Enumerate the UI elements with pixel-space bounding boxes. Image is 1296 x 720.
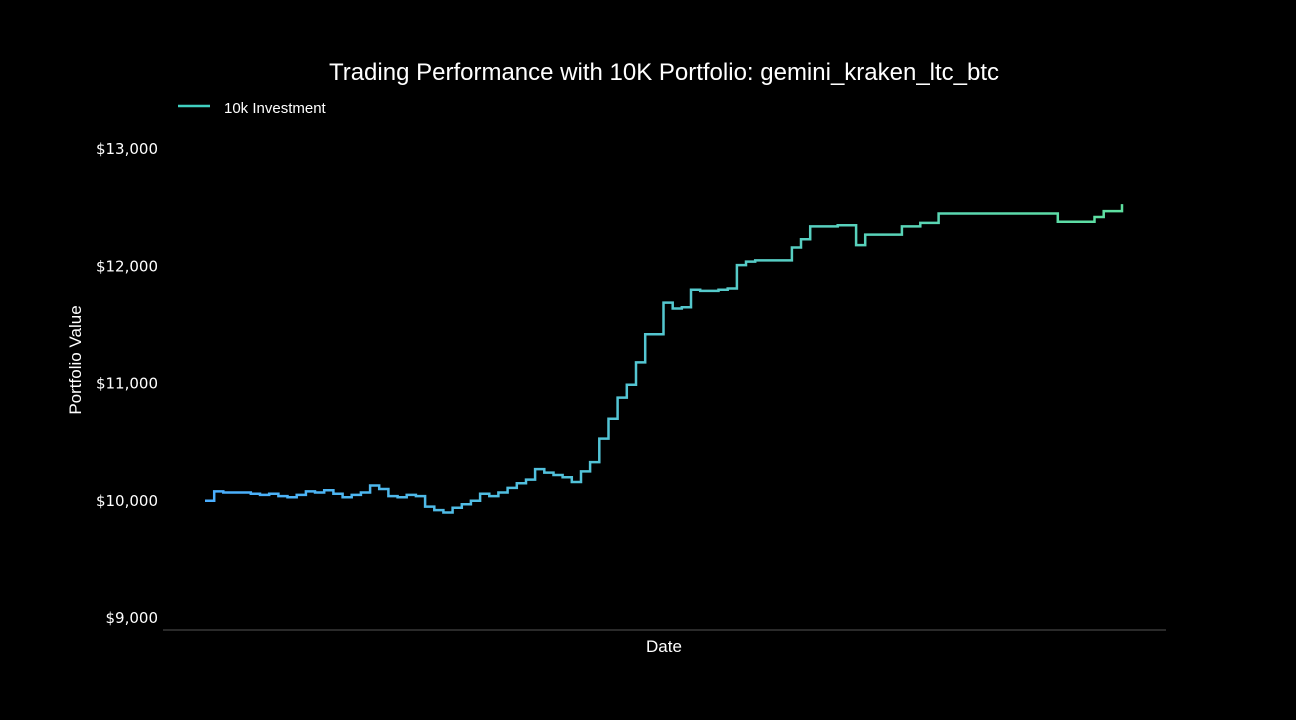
y-tick-label: $13,000 — [96, 140, 158, 158]
x-axis-label: Date — [646, 637, 682, 656]
y-tick-label: $11,000 — [96, 375, 158, 393]
y-tick-label: $9,000 — [106, 609, 159, 627]
legend-label: 10k Investment — [224, 100, 327, 117]
y-axis-ticks: $9,000 $10,000 $11,000 $12,000 $13,000 — [96, 140, 158, 627]
y-tick-label: $12,000 — [96, 257, 158, 275]
y-axis-label: Portfolio Value — [66, 305, 85, 414]
chart-title: Trading Performance with 10K Portfolio: … — [329, 59, 999, 86]
y-tick-label: $10,000 — [96, 492, 158, 510]
legend: 10k Investment — [178, 100, 327, 117]
series-line-10k-investment — [205, 204, 1124, 514]
